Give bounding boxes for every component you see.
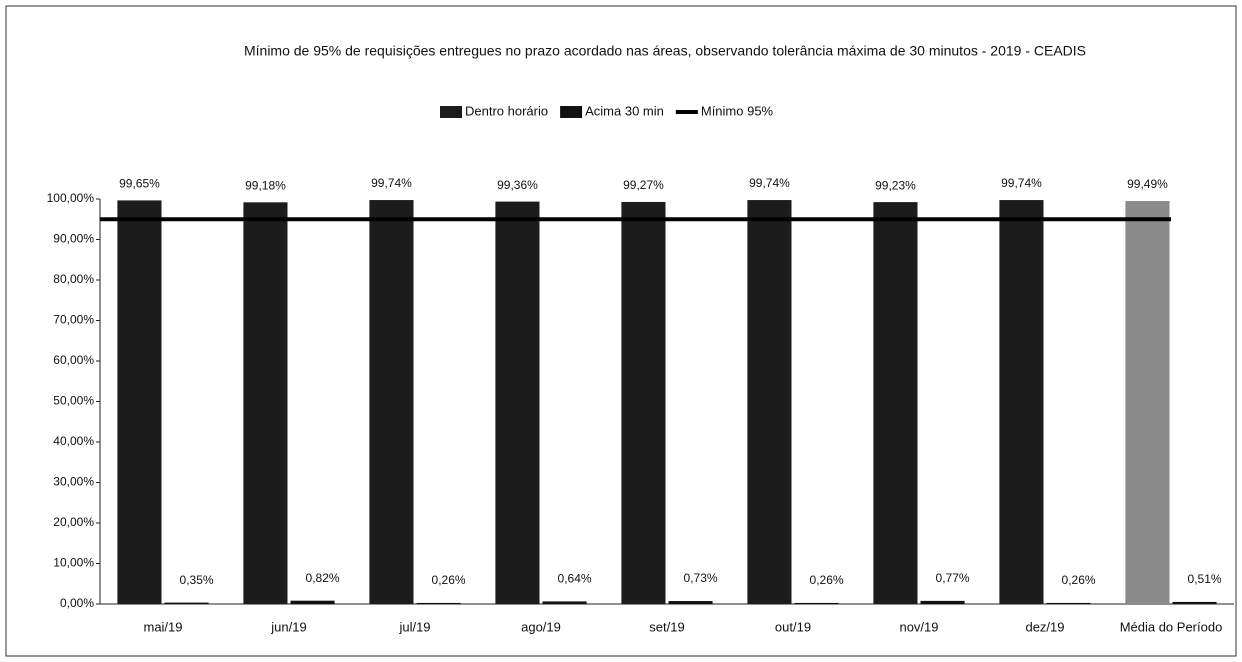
y-tick-label: 10,00% bbox=[53, 556, 94, 570]
y-tick-label: 60,00% bbox=[53, 353, 94, 367]
legend-swatch bbox=[560, 106, 583, 118]
bar bbox=[290, 600, 335, 604]
bar bbox=[747, 200, 792, 605]
legend-label: Acima 30 min bbox=[585, 103, 664, 118]
y-tick-label: 0,00% bbox=[60, 596, 94, 610]
y-tick-label: 70,00% bbox=[53, 313, 94, 327]
bar bbox=[243, 202, 288, 605]
y-tick-label: 50,00% bbox=[53, 394, 94, 408]
bar bbox=[873, 202, 918, 604]
legend-label: Mínimo 95% bbox=[701, 103, 774, 118]
data-label: 99,23% bbox=[875, 178, 916, 192]
x-tick-label: Média do Período bbox=[1120, 619, 1223, 634]
bar bbox=[1125, 201, 1170, 605]
bar bbox=[369, 200, 414, 605]
bar bbox=[621, 201, 666, 605]
data-label: 0,73% bbox=[684, 571, 718, 585]
data-label: 99,74% bbox=[749, 176, 790, 190]
y-tick-label: 90,00% bbox=[53, 232, 94, 246]
bar bbox=[920, 600, 965, 604]
bar bbox=[1046, 602, 1091, 604]
chart-title: Mínimo de 95% de requisições entregues n… bbox=[244, 43, 1086, 59]
data-label: 99,36% bbox=[497, 178, 538, 192]
data-label: 0,82% bbox=[306, 571, 340, 585]
bar bbox=[164, 602, 209, 604]
data-label: 0,77% bbox=[936, 571, 970, 585]
x-tick-label: jul/19 bbox=[398, 619, 430, 634]
bar bbox=[999, 200, 1044, 605]
x-tick-label: out/19 bbox=[775, 619, 811, 634]
data-label: 0,26% bbox=[432, 573, 466, 587]
x-tick-label: dez/19 bbox=[1025, 619, 1064, 634]
x-tick-label: set/19 bbox=[649, 619, 684, 634]
bar bbox=[416, 602, 461, 604]
data-label: 99,27% bbox=[623, 178, 664, 192]
data-label: 0,64% bbox=[558, 572, 592, 586]
data-label: 99,18% bbox=[245, 178, 286, 192]
data-label: 99,49% bbox=[1127, 177, 1168, 191]
bar bbox=[542, 601, 587, 604]
data-label: 0,51% bbox=[1188, 572, 1222, 586]
bar bbox=[1172, 601, 1217, 604]
data-label: 99,74% bbox=[371, 176, 412, 190]
y-tick-label: 30,00% bbox=[53, 475, 94, 489]
x-tick-label: nov/19 bbox=[899, 619, 938, 634]
y-tick-label: 100,00% bbox=[47, 191, 95, 205]
x-tick-label: mai/19 bbox=[143, 619, 182, 634]
bar bbox=[668, 601, 713, 604]
y-tick-label: 80,00% bbox=[53, 272, 94, 286]
bar bbox=[117, 200, 162, 605]
x-tick-label: ago/19 bbox=[521, 619, 561, 634]
data-label: 0,35% bbox=[180, 573, 214, 587]
legend-label: Dentro horário bbox=[465, 103, 548, 118]
data-label: 99,74% bbox=[1001, 176, 1042, 190]
data-label: 99,65% bbox=[119, 177, 160, 191]
bar bbox=[794, 602, 839, 604]
data-label: 0,26% bbox=[1062, 573, 1096, 587]
legend-swatch bbox=[440, 106, 462, 118]
y-tick-label: 20,00% bbox=[53, 515, 94, 529]
bar bbox=[495, 201, 540, 605]
data-label: 0,26% bbox=[810, 573, 844, 587]
y-tick-label: 40,00% bbox=[53, 434, 94, 448]
x-tick-label: jun/19 bbox=[270, 619, 306, 634]
